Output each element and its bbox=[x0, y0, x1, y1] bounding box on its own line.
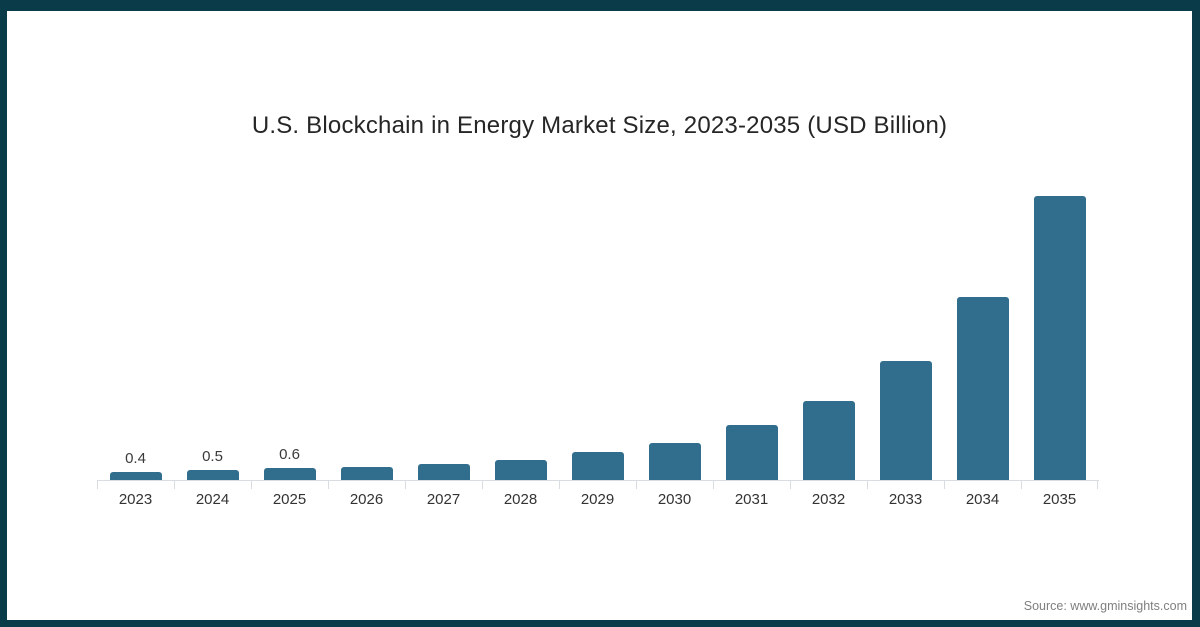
x-axis-label-2030: 2030 bbox=[657, 491, 692, 508]
bar-column-2024: 0.5 bbox=[174, 180, 251, 480]
bar-value-label-2025: 0.6 bbox=[279, 446, 300, 464]
bar-value-label-2024: 0.5 bbox=[202, 448, 223, 465]
x-axis-label-2032: 2032 bbox=[811, 491, 846, 508]
x-axis-label-2034: 2034 bbox=[965, 491, 1000, 508]
x-axis-label-2028: 2028 bbox=[503, 491, 538, 508]
x-axis-label-2029: 2029 bbox=[580, 491, 615, 508]
x-axis-label-2035: 2035 bbox=[1042, 491, 1077, 508]
bar-2035 bbox=[1033, 196, 1086, 480]
x-axis-tick bbox=[174, 481, 175, 489]
bar-column-2027 bbox=[405, 180, 482, 480]
x-axis: 2023 2024 2025 2026 2027 2028 2029 2030 2031 2032… bbox=[97, 480, 1099, 514]
x-axis-tick bbox=[713, 481, 714, 489]
bar-column-2026 bbox=[328, 180, 405, 480]
bar-2031 bbox=[725, 425, 778, 480]
x-axis-label-2031: 2031 bbox=[734, 491, 769, 508]
bar-column-2035 bbox=[1021, 180, 1098, 480]
x-axis-tick bbox=[790, 481, 791, 489]
x-axis-label-2026: 2026 bbox=[349, 491, 384, 508]
bar-column-2032 bbox=[790, 180, 867, 480]
x-axis-tick bbox=[559, 481, 560, 489]
x-axis-label-2025: 2025 bbox=[272, 491, 307, 508]
bar-2028 bbox=[494, 460, 547, 480]
x-axis-labels: 2023 2024 2025 2026 2027 2028 2029 2030 2031 2032… bbox=[97, 481, 1099, 508]
bar-value-label-2023: 0.4 bbox=[125, 449, 146, 467]
plot-area: 0.4 0.5 0.6 bbox=[97, 180, 1099, 480]
x-axis-tick bbox=[1021, 481, 1022, 489]
bar-2033 bbox=[879, 361, 932, 480]
x-axis-label-2033: 2033 bbox=[888, 491, 923, 508]
bar-2024 bbox=[186, 470, 239, 480]
bar-column-2023: 0.4 bbox=[97, 180, 174, 480]
x-axis-label-2027: 2027 bbox=[426, 491, 461, 508]
bar-column-2033 bbox=[867, 180, 944, 480]
x-axis-tick bbox=[405, 481, 406, 489]
x-axis-tick bbox=[251, 481, 252, 489]
bar-column-2028 bbox=[482, 180, 559, 480]
x-axis-tick bbox=[867, 481, 868, 489]
bar-2026 bbox=[340, 466, 393, 480]
bar-column-2030 bbox=[636, 180, 713, 480]
bar-2027 bbox=[417, 463, 470, 480]
bar-column-2031 bbox=[713, 180, 790, 480]
x-axis-tick bbox=[636, 481, 637, 489]
x-axis-label-2023: 2023 bbox=[118, 491, 153, 508]
x-axis-tick bbox=[482, 481, 483, 489]
x-axis-tick bbox=[1097, 481, 1098, 489]
bar-2029 bbox=[571, 452, 624, 480]
bar-column-2029 bbox=[559, 180, 636, 480]
bar-column-2025: 0.6 bbox=[251, 180, 328, 480]
bar-2034 bbox=[956, 297, 1009, 480]
x-axis-tick bbox=[328, 481, 329, 489]
bar-chart: 0.4 0.5 0.6 2023 2024 2025 2026 2027 2028 2029 20… bbox=[97, 180, 1099, 514]
source-attribution: Source: www.gminsights.com bbox=[1023, 599, 1187, 613]
bar-2023 bbox=[109, 471, 162, 480]
bar-2030 bbox=[648, 442, 701, 480]
bar-column-2034 bbox=[944, 180, 1021, 480]
bar-2025 bbox=[263, 468, 316, 480]
chart-title: U.S. Blockchain in Energy Market Size, 2… bbox=[251, 112, 948, 139]
bar-2032 bbox=[802, 401, 855, 480]
x-axis-tick bbox=[944, 481, 945, 489]
x-axis-label-2024: 2024 bbox=[195, 491, 230, 508]
x-axis-tick bbox=[97, 481, 98, 489]
